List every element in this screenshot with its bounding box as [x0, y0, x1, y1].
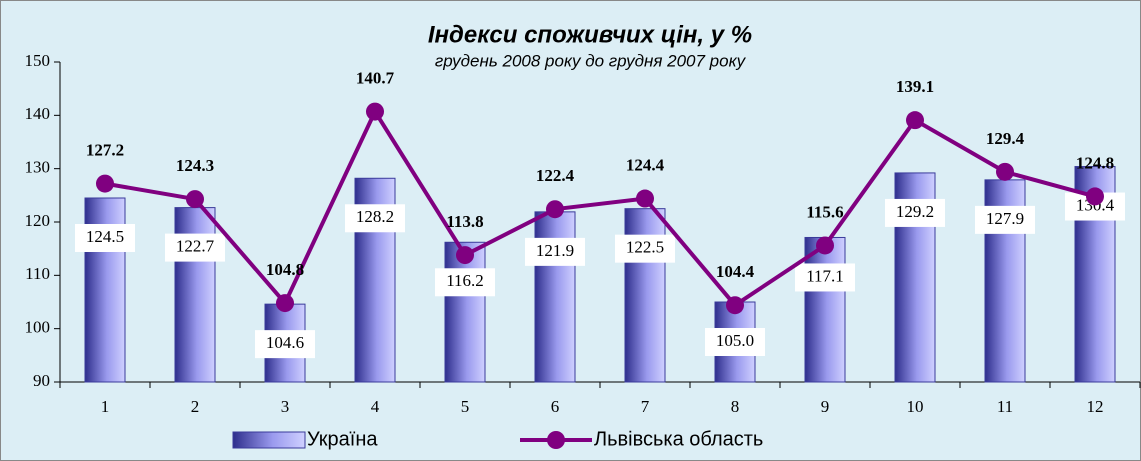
x-tick-label: 7: [641, 397, 650, 416]
line-value-label: 104.8: [266, 260, 304, 279]
line-marker: [996, 162, 1014, 181]
x-tick-label: 10: [907, 397, 924, 416]
line-marker: [456, 246, 474, 265]
x-tick-label: 12: [1087, 397, 1104, 416]
line-marker: [1086, 187, 1104, 206]
y-tick-label: 110: [25, 264, 50, 283]
bar-value-label: 124.5: [86, 227, 124, 246]
line-value-label: 122.4: [536, 166, 575, 185]
x-tick-label: 1: [101, 397, 110, 416]
line-marker: [276, 294, 294, 313]
x-tick-label: 8: [731, 397, 740, 416]
legend-swatch: [232, 431, 306, 449]
bar-value-label: 117.1: [806, 266, 844, 285]
legend-label: Львівська область: [594, 428, 763, 450]
x-tick-label: 5: [461, 397, 470, 416]
bar-value-label: 105.0: [716, 331, 754, 350]
label-box: [345, 204, 405, 233]
line: [104, 107, 1096, 308]
line-marker: [726, 296, 744, 315]
bar-value-label: 129.2: [896, 202, 934, 221]
legend-label: Україна: [307, 428, 378, 450]
y-tick-label: 90: [33, 371, 50, 390]
label-box: [975, 205, 1035, 234]
label-box: [75, 224, 135, 252]
bar: [534, 211, 576, 383]
x-tick-label: 4: [371, 397, 380, 416]
label-box: [165, 233, 225, 262]
bar-value-label: 122.5: [626, 238, 664, 257]
line-marker: [366, 102, 384, 121]
label-box: [435, 268, 495, 297]
bar-value-label: 128.2: [356, 207, 394, 226]
y-tick-label: 120: [25, 211, 51, 230]
bar-value-label: 104.6: [266, 333, 304, 352]
chart-title: Індекси споживчих цін, у %: [428, 21, 752, 48]
line-marker: [816, 236, 834, 255]
bar: [804, 236, 846, 383]
label-box: [705, 328, 765, 356]
bar-value-label: 127.9: [986, 209, 1024, 228]
line-marker: [546, 200, 564, 219]
bar-value-label: 116.2: [446, 271, 484, 290]
label-box: [525, 237, 585, 266]
y-tick-label: 100: [25, 318, 51, 337]
line-marker: [186, 190, 204, 209]
chart-subtitle: грудень 2008 року до грудня 2007 року: [435, 51, 747, 70]
line-value-label: 129.4: [986, 129, 1025, 148]
x-tick-label: 11: [997, 397, 1013, 416]
y-tick-label: 140: [25, 104, 51, 123]
line-value-label: 113.8: [446, 212, 483, 231]
x-tick-label: 2: [191, 397, 200, 416]
y-tick-label: 130: [25, 158, 51, 177]
line-value-label: 140.7: [356, 69, 395, 88]
y-tick-label: 150: [25, 51, 51, 70]
x-tick-label: 9: [821, 397, 830, 416]
label-box: [795, 263, 855, 292]
line-value-label: 124.3: [176, 156, 214, 175]
label-box: [255, 330, 315, 359]
line-marker: [636, 189, 654, 208]
legend-marker: [547, 431, 565, 449]
line-value-label: 104.4: [716, 262, 755, 281]
line-value-label: 124.4: [626, 155, 665, 174]
bar-value-label: 122.7: [176, 237, 215, 256]
bar-value-label: 121.9: [536, 241, 574, 260]
label-box: [615, 234, 675, 263]
x-tick-label: 6: [551, 397, 560, 416]
bar: [444, 241, 486, 383]
line-value-label: 139.1: [896, 77, 934, 96]
x-tick-label: 3: [281, 397, 290, 416]
label-box: [885, 198, 945, 227]
line-value-label: 124.8: [1076, 153, 1114, 172]
line-value-label: 127.2: [86, 141, 124, 160]
line-marker: [906, 111, 924, 130]
line-marker: [96, 174, 114, 193]
line-value-label: 115.6: [806, 202, 843, 221]
